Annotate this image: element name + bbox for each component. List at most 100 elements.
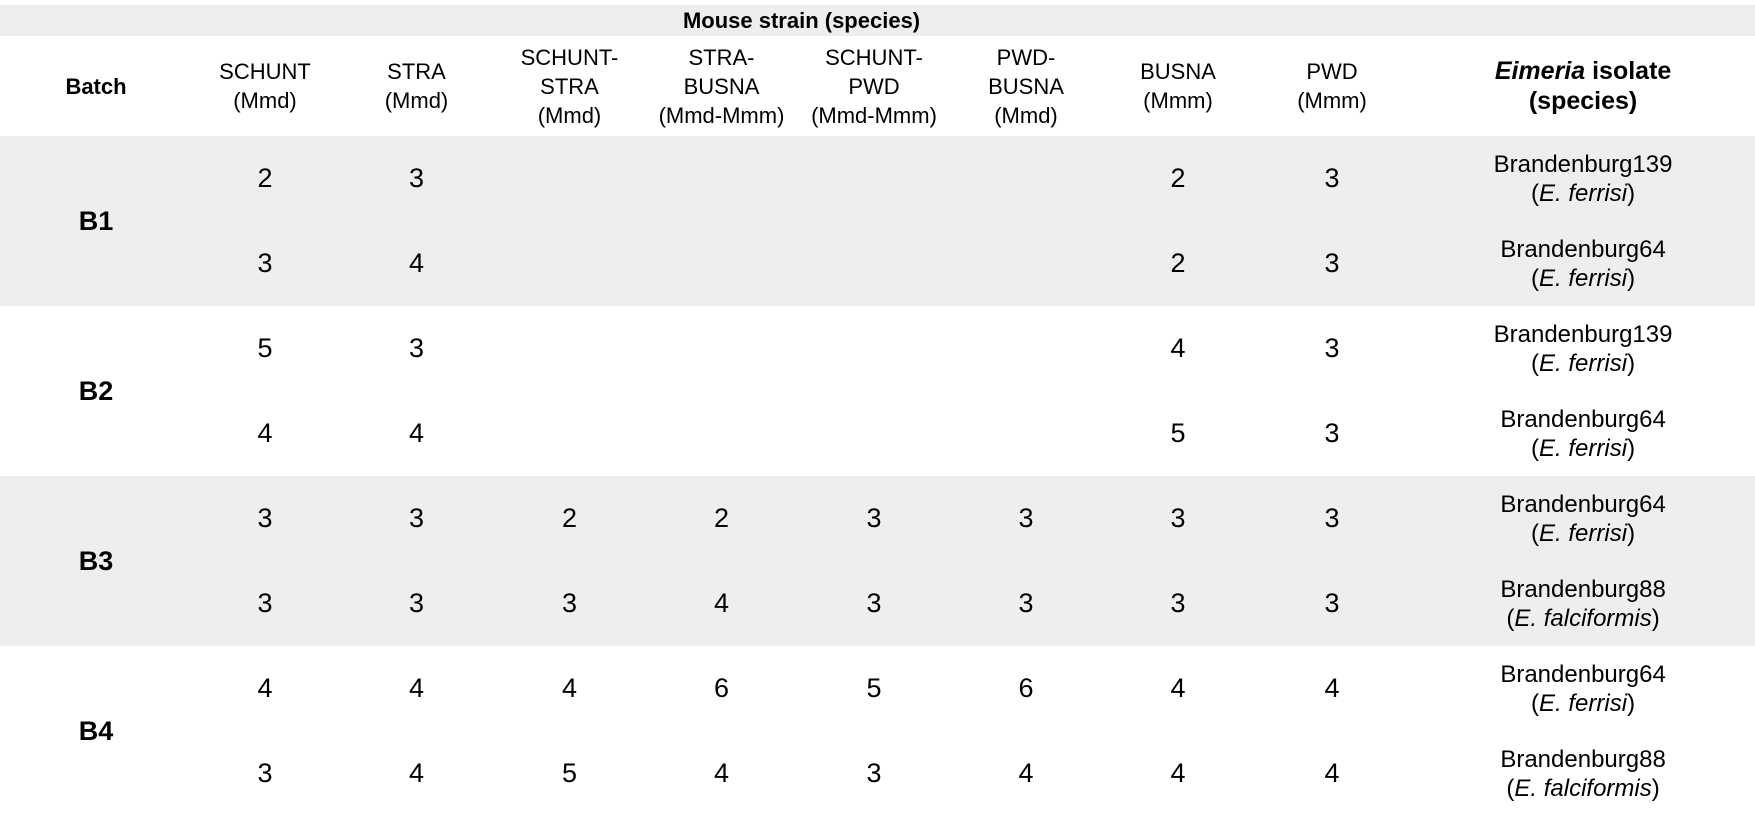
value-cell: 2: [644, 476, 799, 561]
group-header-mouse-strain: Mouse strain (species): [192, 5, 1412, 36]
value-cell: 3: [799, 561, 949, 646]
isolate-name: Brandenburg88: [1500, 745, 1666, 773]
table-row: B3 3 3 2 2 3 3 3 3 Brandenburg64 (E. ferrisi): [0, 476, 1755, 646]
isolate-column-header: Eimeria isolate (species): [1494, 57, 1672, 115]
isolate-name: Brandenburg88: [1500, 575, 1666, 603]
table-row: B4 4 4 4 6 5 6 4 4 Brandenburg64 (E. ferrisi): [0, 646, 1755, 746]
column-header-pwd-busna: PWD- BUSNA (Mmd): [988, 44, 1064, 128]
value-cell: 4: [1018, 758, 1034, 788]
isolate-cell: Brandenburg64 (E. ferrisi): [1411, 221, 1755, 306]
column-header-schunt-pwd: SCHUNT- PWD (Mmd-Mmm): [811, 44, 937, 128]
value-cell: [495, 306, 644, 391]
value-cell: [644, 306, 799, 391]
value-cell: 2: [1103, 136, 1253, 221]
value-cell: 3: [1324, 418, 1340, 448]
value-cell: 3: [338, 561, 495, 646]
isolate-species: E. ferrisi: [1539, 264, 1628, 292]
value-cell: 6: [1018, 673, 1034, 703]
value-cell: 3: [799, 476, 949, 561]
value-cell: 3: [866, 758, 882, 788]
isolate-name: Brandenburg139: [1493, 320, 1673, 348]
value-cell: [799, 391, 949, 476]
isolate-cell: Brandenburg139 (E. ferrisi): [1493, 320, 1673, 377]
value-cell: 3: [1103, 476, 1253, 561]
value-cell: 2: [192, 136, 338, 221]
value-cell: 4: [561, 673, 578, 703]
value-cell: 4: [257, 673, 273, 703]
isolate-species: E. ferrisi: [1539, 179, 1628, 207]
value-cell: 3: [257, 758, 273, 788]
batch-label: B4: [78, 715, 114, 746]
value-cell: [949, 136, 1103, 221]
value-cell: 3: [408, 333, 425, 363]
batch-label: B2: [78, 375, 114, 406]
value-cell: 3: [949, 476, 1103, 561]
isolate-name: Brandenburg64: [1500, 660, 1666, 688]
value-cell: 5: [561, 758, 578, 788]
value-cell: 4: [338, 221, 495, 306]
group-header-row-spacer: [0, 5, 192, 36]
column-header-row: Batch SCHUNT (Mmd) STRA (Mmd) SCHUNT- STRA(…: [0, 36, 1755, 136]
value-cell: 3: [338, 476, 495, 561]
batch-column-header: Batch: [65, 73, 127, 99]
batch-label: B1: [0, 136, 192, 306]
table-row: 3 3 3 4 3 3 3 3 Brandenburg88 (E. falciformis): [0, 561, 1755, 646]
isolate-name: Brandenburg64: [1500, 405, 1666, 433]
isolate-species: E. ferrisi: [1539, 519, 1628, 547]
value-cell: 3: [192, 476, 338, 561]
value-cell: [495, 221, 644, 306]
value-cell: 3: [1253, 476, 1412, 561]
value-cell: 3: [338, 136, 495, 221]
column-header-stra-busna: STRA- BUSNA (Mmd-Mmm): [658, 44, 785, 128]
table-row: 4 4 5 3 Brandenburg64 (E. ferrisi): [0, 391, 1755, 476]
value-cell: 4: [1324, 758, 1340, 788]
isolate-species: E. ferrisi: [1539, 434, 1628, 462]
isolate-name: Brandenburg64: [1500, 490, 1666, 518]
value-cell: 3: [192, 561, 338, 646]
value-cell: 4: [1170, 758, 1186, 788]
isolate-species: E. ferrisi: [1539, 689, 1628, 717]
table-row: 3 4 5 4 3 4 4 4 Brandenburg88 (E. falciformis): [0, 731, 1755, 816]
value-cell: [799, 306, 949, 391]
column-header-stra: STRA (Mmd): [384, 59, 449, 113]
value-cell: 4: [1170, 333, 1186, 363]
value-cell: 4: [408, 418, 425, 448]
value-cell: [495, 391, 644, 476]
value-cell: 5: [1170, 418, 1186, 448]
results-table: Mouse strain (species) Batch SCHUNT (Mmd)…: [0, 5, 1755, 816]
value-cell: 6: [713, 673, 730, 703]
value-cell: [495, 136, 644, 221]
value-cell: 2: [495, 476, 644, 561]
table-row: B2 5 3 4 3 Brandenburg139 (E. ferrisi): [0, 306, 1755, 406]
value-cell: 3: [1324, 333, 1340, 363]
isolate-cell: Brandenburg64 (E. ferrisi): [1500, 405, 1666, 462]
isolate-species: E. falciformis: [1514, 604, 1652, 632]
value-cell: 4: [644, 561, 799, 646]
table-row: 3 4 2 3 Brandenburg64 (E. ferrisi): [0, 221, 1755, 306]
value-cell: [949, 221, 1103, 306]
value-cell: 4: [408, 758, 425, 788]
value-cell: 3: [1103, 561, 1253, 646]
column-header-busna: BUSNA (Mmm): [1140, 59, 1216, 113]
value-cell: 4: [257, 418, 273, 448]
value-cell: [644, 136, 799, 221]
value-cell: [644, 391, 799, 476]
batch-label: B3: [0, 476, 192, 646]
column-header-schunt: SCHUNT (Mmd): [219, 59, 311, 113]
value-cell: 5: [866, 673, 882, 703]
value-cell: 5: [257, 333, 273, 363]
value-cell: 3: [949, 561, 1103, 646]
group-header-row-spacer: [1411, 5, 1755, 36]
value-cell: 2: [1103, 221, 1253, 306]
column-header-pwd: PWD (Mmm): [1297, 59, 1367, 113]
value-cell: 4: [1170, 673, 1186, 703]
isolate-name: Brandenburg64: [1500, 235, 1666, 263]
value-cell: 4: [1324, 673, 1340, 703]
value-cell: [799, 221, 949, 306]
isolate-cell: Brandenburg139 (E. ferrisi): [1411, 136, 1755, 221]
value-cell: [949, 391, 1103, 476]
value-cell: 3: [1253, 561, 1412, 646]
isolate-cell: Brandenburg64 (E. ferrisi): [1411, 476, 1755, 561]
value-cell: 3: [1253, 221, 1412, 306]
value-cell: 3: [495, 561, 644, 646]
